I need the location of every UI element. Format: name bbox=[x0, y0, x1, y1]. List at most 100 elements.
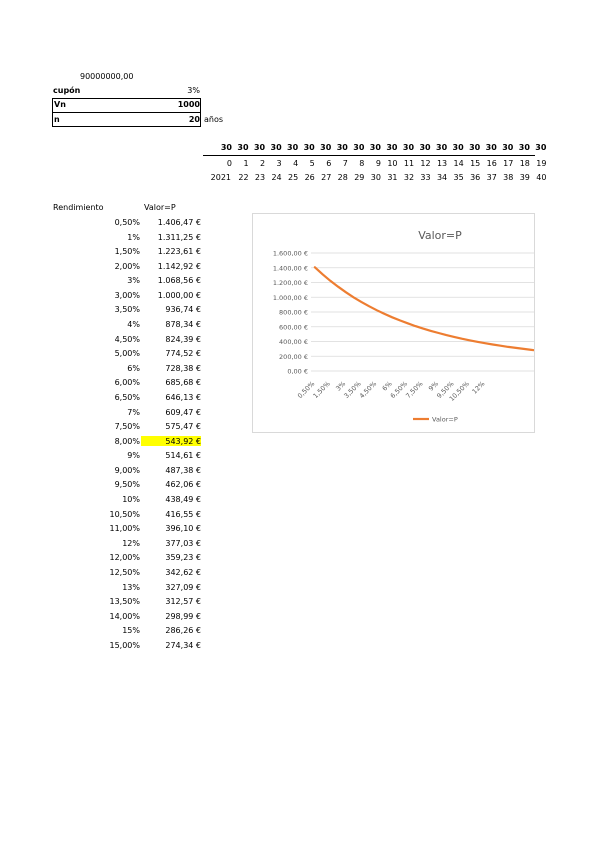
value-cell: 312,57 € bbox=[165, 597, 201, 607]
value-cell: 824,39 € bbox=[165, 334, 201, 344]
chart-title: Valor=P bbox=[418, 229, 462, 242]
year-cell: 35 bbox=[453, 173, 464, 182]
coupon-label: cupón bbox=[53, 86, 81, 95]
period-cell: 9 bbox=[375, 159, 381, 168]
price-chart: Valor=P 0,00 € 200,00 € 400,00 € 600,00 € 800… bbox=[252, 213, 535, 433]
yield-cell: 6,50% bbox=[114, 392, 140, 402]
value-cell: 327,09 € bbox=[165, 582, 201, 592]
y-tick-label: 1.200,00 € bbox=[273, 279, 308, 287]
period-cell: 4 bbox=[293, 159, 299, 168]
value-cell: 462,06 € bbox=[165, 480, 201, 490]
period-cell: 10 bbox=[387, 159, 398, 168]
period-cell: 3 bbox=[276, 159, 282, 168]
yield-cell: 11,00% bbox=[109, 524, 140, 534]
cashflow-cell: 30 bbox=[253, 143, 266, 152]
year-cell: 30 bbox=[370, 173, 381, 182]
x-tick-label: 12% bbox=[471, 380, 487, 396]
yield-cell: 6,00% bbox=[114, 378, 140, 388]
yield-cell: 4,50% bbox=[114, 334, 140, 344]
y-tick-label: 0,00 € bbox=[287, 368, 308, 376]
yield-cell: 4% bbox=[127, 320, 140, 330]
year-cell: 26 bbox=[304, 173, 315, 182]
x-tick-label: 7,50% bbox=[404, 380, 424, 400]
value-cell: 438,49 € bbox=[165, 495, 201, 505]
value-column-header: Valor=P bbox=[144, 203, 176, 212]
year-cell: 27 bbox=[321, 173, 332, 182]
value-cell: 685,68 € bbox=[165, 378, 201, 388]
value-cell: 416,55 € bbox=[165, 509, 201, 519]
value-cell: 298,99 € bbox=[165, 611, 201, 621]
year-cell: 24 bbox=[271, 173, 282, 182]
period-cell: 11 bbox=[403, 159, 415, 168]
period-cell: 0 bbox=[226, 159, 232, 168]
n-value: 20 bbox=[188, 115, 200, 124]
year-cell: 2021 bbox=[210, 173, 231, 182]
year-cell: 22 bbox=[238, 173, 249, 182]
yield-cell: 1,50% bbox=[114, 247, 140, 257]
x-tick-label: 4,50% bbox=[358, 380, 378, 400]
coupon-value: 3% bbox=[187, 86, 200, 95]
yield-cell: 13% bbox=[122, 582, 140, 592]
cashflow-cell: 30 bbox=[220, 143, 232, 152]
value-cell: 1.000,00 € bbox=[157, 290, 201, 300]
period-cell: 1 bbox=[243, 159, 249, 168]
period-cell: 6 bbox=[326, 159, 332, 168]
period-cell: 5 bbox=[309, 159, 315, 168]
yield-cell: 2,00% bbox=[114, 261, 140, 271]
yield-cell: 15,00% bbox=[109, 640, 140, 650]
parameter-box bbox=[52, 98, 201, 127]
y-tick-label: 1.400,00 € bbox=[273, 264, 308, 272]
yield-cell: 9% bbox=[127, 451, 140, 461]
value-cell: 396,10 € bbox=[165, 524, 201, 534]
yield-cell: 14,00% bbox=[109, 611, 140, 621]
value-cell: 342,62 € bbox=[165, 567, 201, 577]
year-cell: 25 bbox=[288, 173, 299, 182]
period-cell: 12 bbox=[420, 159, 431, 168]
n-label: n bbox=[54, 115, 60, 124]
series-line-valor-p bbox=[313, 266, 534, 352]
period-cell: 13 bbox=[436, 159, 448, 168]
value-cell: 1.311,25 € bbox=[157, 232, 201, 242]
cashflow-cell: 30 bbox=[369, 143, 381, 152]
cashflow-cell: 30 bbox=[502, 143, 514, 152]
value-cell: 575,47 € bbox=[165, 422, 201, 432]
years-label: años bbox=[204, 115, 224, 124]
price-chart-svg: Valor=P 0,00 € 200,00 € 400,00 € 600,00 € 800… bbox=[273, 229, 534, 424]
amount-value: 90000000,00 bbox=[80, 72, 134, 81]
yield-cell: 9,50% bbox=[114, 480, 140, 490]
legend-label: Valor=P bbox=[432, 416, 458, 424]
yield-cell: 7% bbox=[127, 407, 140, 417]
yield-cell: 12,50% bbox=[109, 567, 140, 577]
cashflow-cell: 30 bbox=[336, 143, 348, 152]
yield-cell: 3,00% bbox=[114, 290, 140, 300]
value-cell: 936,74 € bbox=[165, 305, 201, 315]
cashflow-cell: 30 bbox=[469, 143, 481, 152]
cashflow-cell: 30 bbox=[270, 143, 282, 152]
period-cell: 2 bbox=[260, 159, 266, 168]
year-cell: 38 bbox=[503, 173, 514, 182]
y-tick-label: 400,00 € bbox=[279, 338, 308, 346]
cashflow-cell: 30 bbox=[353, 143, 365, 152]
yield-cell: 12,00% bbox=[109, 553, 140, 563]
period-cell: 17 bbox=[503, 159, 514, 168]
period-cell: 16 bbox=[486, 159, 497, 168]
year-cell: 34 bbox=[436, 173, 448, 182]
year-cell: 23 bbox=[254, 173, 266, 182]
yield-cell: 1% bbox=[127, 232, 140, 242]
value-cell: 487,38 € bbox=[165, 465, 201, 475]
x-tick-label: 1,50% bbox=[311, 380, 331, 400]
cashflow-cell: 30 bbox=[320, 143, 332, 152]
period-cell: 19 bbox=[536, 159, 547, 168]
yield-cell: 12% bbox=[122, 538, 140, 548]
yield-cell: 3% bbox=[127, 276, 140, 286]
cashflow-cell: 30 bbox=[518, 143, 530, 152]
y-tick-label: 800,00 € bbox=[279, 309, 308, 317]
vn-value: 1000 bbox=[177, 100, 200, 109]
value-cell: 1.223,61 € bbox=[157, 247, 201, 257]
cashflow-cell: 30 bbox=[402, 143, 415, 152]
cashflow-cell: 30 bbox=[436, 143, 448, 152]
y-tick-label: 200,00 € bbox=[279, 353, 308, 361]
period-cell: 15 bbox=[470, 159, 481, 168]
year-cell: 33 bbox=[420, 173, 431, 182]
value-cell: 878,34 € bbox=[165, 320, 201, 330]
